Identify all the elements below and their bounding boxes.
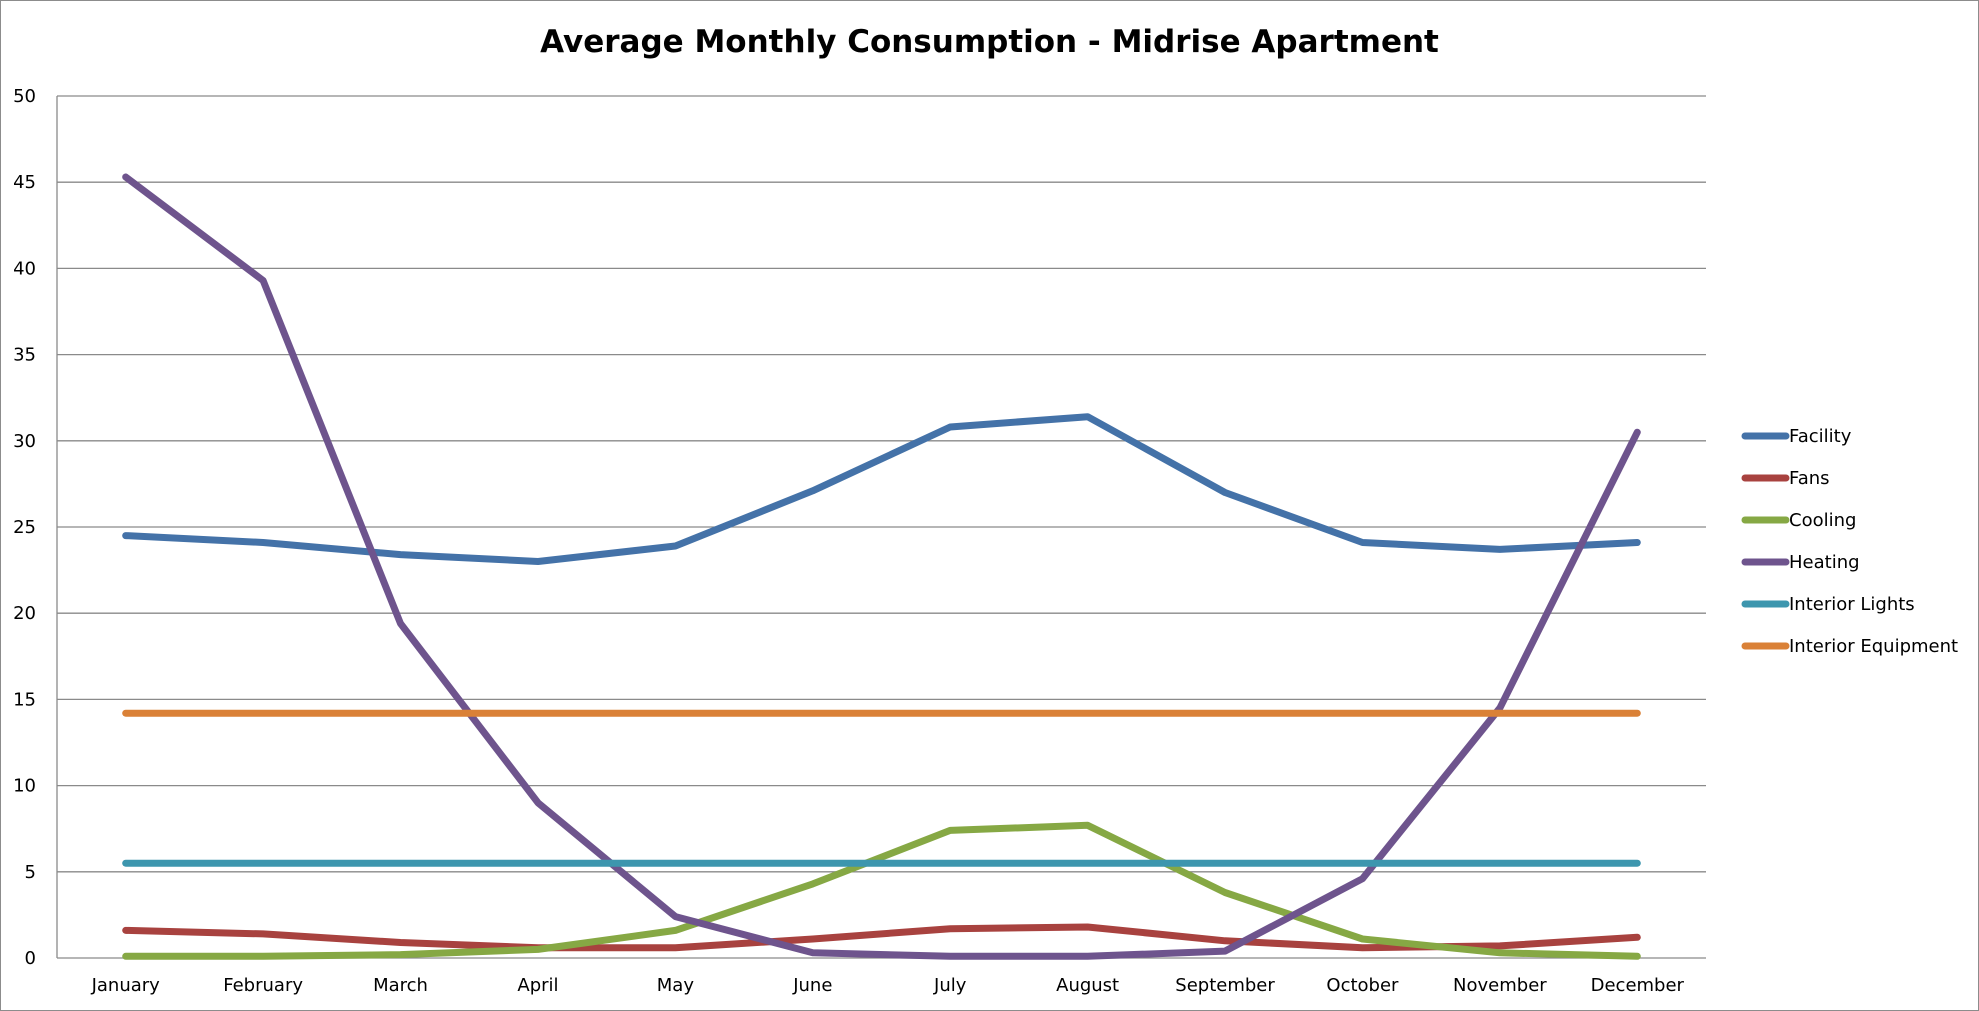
data-series bbox=[122, 173, 1641, 960]
legend-label: Fans bbox=[1789, 468, 1830, 489]
x-tick-label: June bbox=[792, 975, 832, 996]
x-tick-label: August bbox=[1056, 975, 1119, 996]
legend-item: Heating bbox=[1741, 552, 1860, 573]
legend-label: Interior Equipment bbox=[1789, 636, 1958, 657]
x-tick-label: November bbox=[1453, 975, 1547, 996]
y-tick-label: 10 bbox=[13, 776, 36, 797]
x-tick-label: December bbox=[1591, 975, 1685, 996]
x-tick-label: January bbox=[91, 975, 161, 996]
y-tick-label: 30 bbox=[13, 431, 36, 452]
y-axis-tick-labels: 0 5 10 15 20 25 30 35 40 45 50 bbox=[13, 86, 36, 969]
x-tick-label: July bbox=[933, 975, 967, 996]
legend-label: Interior Lights bbox=[1789, 594, 1915, 615]
legend-item: Interior Lights bbox=[1741, 594, 1915, 615]
legend-item: Fans bbox=[1741, 468, 1830, 489]
y-tick-label: 25 bbox=[13, 517, 36, 538]
y-tick-label: 20 bbox=[13, 603, 36, 624]
y-tick-label: 50 bbox=[13, 86, 36, 107]
chart-title: Average Monthly Consumption - Midrise Ap… bbox=[540, 24, 1439, 60]
legend: Facility Fans Cooling Heating Interior Light… bbox=[1741, 426, 1958, 657]
legend-label: Cooling bbox=[1789, 510, 1856, 531]
series-line-fans bbox=[122, 923, 1641, 952]
x-tick-label: October bbox=[1326, 975, 1399, 996]
series-line-facility bbox=[122, 413, 1641, 565]
x-tick-label: April bbox=[517, 975, 558, 996]
y-tick-label: 35 bbox=[13, 345, 36, 366]
x-tick-label: March bbox=[373, 975, 428, 996]
x-tick-label: September bbox=[1175, 975, 1275, 996]
x-tick-label: May bbox=[657, 975, 695, 996]
y-tick-label: 15 bbox=[13, 689, 36, 710]
y-tick-label: 40 bbox=[13, 258, 36, 279]
series-line-heating bbox=[122, 173, 1641, 960]
y-tick-label: 45 bbox=[13, 172, 36, 193]
legend-item: Facility bbox=[1741, 426, 1852, 447]
legend-label: Heating bbox=[1789, 552, 1860, 573]
x-tick-label: February bbox=[223, 975, 303, 996]
series-line-cooling bbox=[122, 821, 1641, 960]
y-tick-label: 0 bbox=[25, 948, 36, 969]
legend-item: Interior Equipment bbox=[1741, 636, 1958, 657]
x-axis-tick-labels: January February March April May June July Augu… bbox=[91, 975, 1685, 996]
y-tick-label: 5 bbox=[25, 862, 36, 883]
legend-item: Cooling bbox=[1741, 510, 1856, 531]
legend-label: Facility bbox=[1789, 426, 1852, 447]
gridlines bbox=[57, 95, 1706, 873]
